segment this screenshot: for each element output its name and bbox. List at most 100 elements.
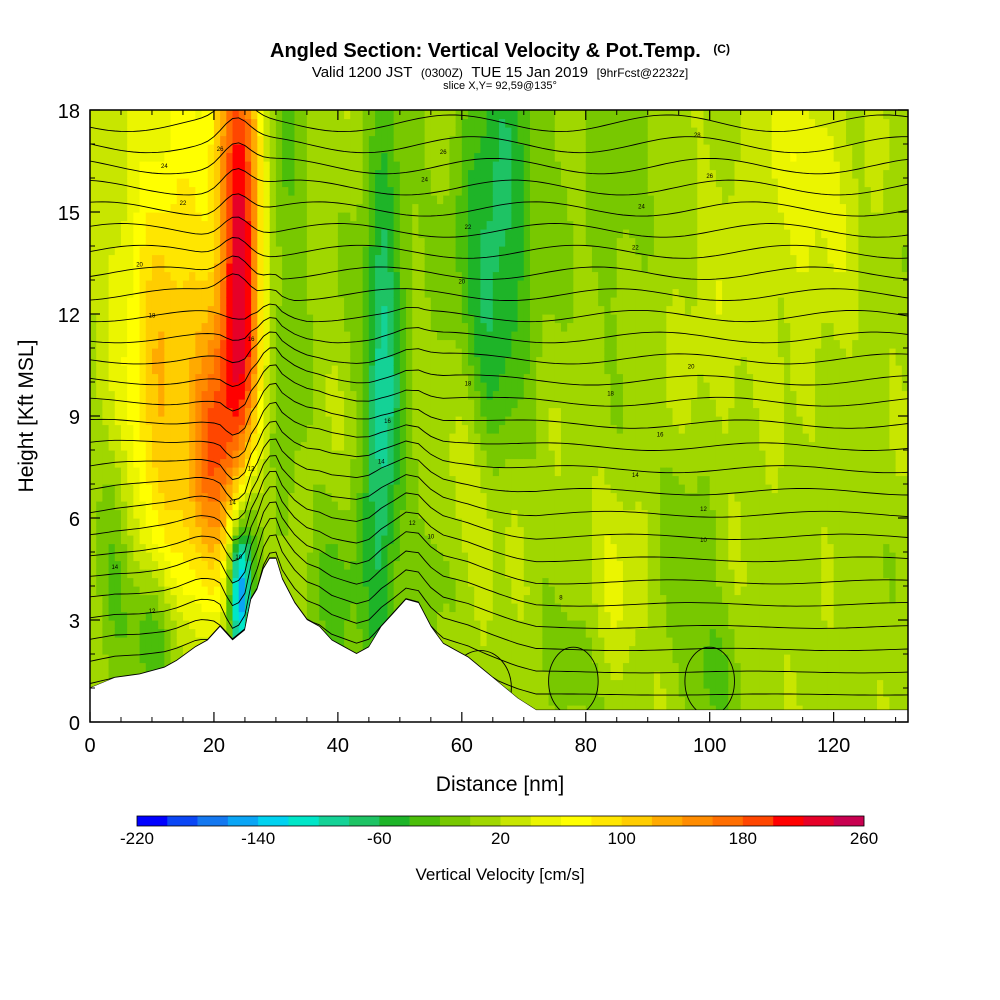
velocity-cell: [102, 339, 110, 349]
velocity-cell: [368, 356, 376, 366]
velocity-cell: [195, 492, 203, 502]
velocity-cell: [306, 212, 314, 222]
velocity-cell: [151, 399, 159, 409]
velocity-cell: [189, 220, 196, 230]
velocity-cell: [325, 322, 333, 332]
velocity-cell: [263, 178, 271, 188]
velocity-cell: [226, 144, 234, 154]
velocity-cell: [201, 263, 209, 273]
velocity-cell: [257, 348, 265, 358]
velocity-cell: [505, 424, 512, 434]
velocity-cell: [437, 271, 444, 281]
velocity-cell: [337, 297, 345, 307]
velocity-cell: [238, 118, 246, 128]
velocity-cell: [145, 407, 153, 417]
velocity-cell: [474, 611, 482, 621]
velocity-cell: [381, 552, 389, 562]
velocity-cell: [182, 543, 190, 553]
velocity-cell: [282, 161, 289, 171]
velocity-cell: [238, 280, 246, 290]
velocity-cell: [151, 535, 159, 545]
velocity-cell: [430, 552, 438, 562]
velocity-cell: [90, 611, 97, 621]
velocity-cell: [492, 348, 500, 358]
velocity-cell: [251, 186, 258, 196]
velocity-cell: [120, 229, 128, 239]
velocity-cell: [381, 611, 389, 621]
velocity-cell: [226, 458, 234, 468]
velocity-cell: [393, 288, 401, 298]
velocity-cell: [170, 467, 178, 477]
velocity-cell: [288, 348, 296, 358]
velocity-cell: [356, 475, 364, 485]
velocity-cell: [102, 254, 110, 264]
velocity-cell: [220, 305, 227, 315]
velocity-cell: [288, 399, 296, 409]
velocity-cell: [480, 552, 488, 562]
velocity-cell: [213, 305, 221, 315]
velocity-cell: [399, 569, 407, 579]
velocity-cell: [499, 186, 506, 196]
velocity-cell: [114, 254, 122, 264]
velocity-cell: [406, 169, 413, 179]
velocity-cell: [90, 229, 97, 239]
velocity-cell: [90, 297, 97, 307]
velocity-cell: [220, 135, 227, 145]
velocity-cell: [393, 152, 401, 162]
velocity-cell: [319, 535, 327, 545]
velocity-cell: [133, 305, 141, 315]
velocity-cell: [120, 331, 128, 341]
velocity-cell: [375, 152, 382, 162]
velocity-cell: [486, 458, 494, 468]
velocity-cell: [474, 637, 482, 647]
velocity-cell: [238, 467, 246, 477]
velocity-cell: [437, 339, 444, 349]
velocity-cell: [350, 628, 358, 638]
velocity-cell: [406, 322, 413, 332]
velocity-cell: [319, 288, 327, 298]
velocity-cell: [182, 645, 190, 655]
velocity-cell: [133, 161, 141, 171]
velocity-cell: [486, 161, 494, 171]
velocity-cell: [263, 467, 271, 477]
velocity-cell: [226, 127, 234, 137]
velocity-cell: [151, 152, 159, 162]
velocity-cell: [362, 628, 370, 638]
velocity-cell: [350, 424, 358, 434]
velocity-cell: [306, 535, 314, 545]
velocity-cell: [486, 407, 494, 417]
velocity-cell: [251, 322, 258, 332]
velocity-cell: [381, 339, 389, 349]
velocity-cell: [412, 382, 420, 392]
velocity-cell: [182, 424, 190, 434]
velocity-cell: [393, 543, 401, 553]
velocity-cell: [306, 195, 314, 205]
velocity-cell: [96, 424, 103, 434]
velocity-cell: [350, 569, 358, 579]
subtitle-forecast: [9hrFcst@2232z]: [597, 66, 689, 80]
velocity-cell: [189, 169, 196, 179]
velocity-cell: [468, 407, 475, 417]
velocity-cell: [195, 620, 203, 630]
velocity-cell: [120, 271, 128, 281]
velocity-cell: [145, 492, 153, 502]
velocity-cell: [399, 382, 407, 392]
velocity-cell: [455, 271, 463, 281]
velocity-cell: [362, 229, 370, 239]
velocity-cell: [158, 416, 165, 426]
velocity-cell: [220, 509, 227, 519]
velocity-cell: [350, 603, 358, 613]
velocity-cell: [300, 424, 308, 434]
velocity-cell: [499, 679, 506, 689]
velocity-cell: [151, 356, 159, 366]
velocity-cell: [226, 135, 234, 145]
velocity-cell: [499, 518, 506, 528]
velocity-cell: [213, 356, 221, 366]
velocity-cell: [406, 297, 413, 307]
velocity-cell: [306, 484, 314, 494]
velocity-cell: [437, 127, 444, 137]
velocity-cell: [251, 569, 258, 579]
velocity-cell: [393, 297, 401, 307]
velocity-cell: [269, 390, 277, 400]
velocity-cell: [127, 212, 134, 222]
